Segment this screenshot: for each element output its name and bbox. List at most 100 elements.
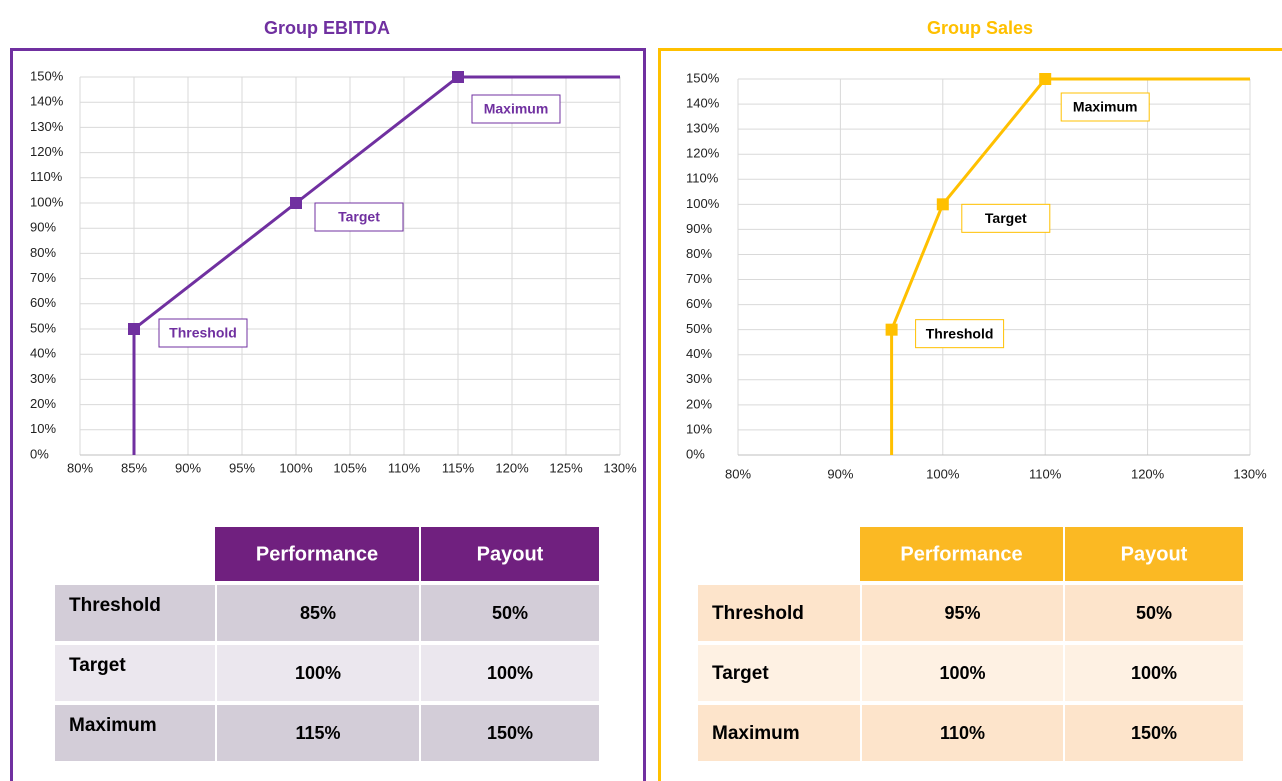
marker — [1039, 73, 1052, 85]
x-tick-label: 80% — [725, 466, 751, 481]
table-value: 85% — [300, 603, 336, 623]
x-tick-label: 120% — [1131, 466, 1165, 481]
y-tick-label: 30% — [686, 371, 712, 386]
table-header: Payout — [1121, 543, 1188, 565]
marker — [885, 323, 898, 336]
annotation: Maximum — [1073, 99, 1138, 115]
table-value: 95% — [944, 603, 980, 623]
table-value: 150% — [487, 723, 533, 743]
x-tick-label: 110% — [388, 460, 421, 475]
x-tick-label: 130% — [603, 460, 637, 475]
table-cell — [421, 585, 599, 641]
x-tick-label: 90% — [827, 466, 853, 481]
annotation-box — [158, 318, 248, 348]
table-cell — [698, 585, 860, 641]
table-cell — [862, 705, 1063, 761]
y-tick-label: 140% — [686, 96, 720, 111]
annotation-box — [314, 202, 404, 232]
row-label: Maximum — [69, 715, 157, 736]
table-value: 50% — [492, 603, 528, 623]
annotation: Maximum — [484, 101, 549, 117]
y-tick-label: 90% — [686, 221, 712, 236]
y-tick-label: 60% — [686, 296, 712, 311]
marker — [128, 323, 140, 335]
chart-title: Group EBITDA — [264, 18, 390, 38]
x-tick-label: 100% — [926, 466, 960, 481]
table-value: 150% — [1131, 723, 1177, 743]
table-cell — [55, 705, 215, 761]
row-label: Threshold — [69, 595, 161, 616]
x-tick-label: 100% — [279, 460, 313, 475]
y-tick-label: 10% — [686, 421, 712, 436]
table-value: 100% — [295, 663, 341, 683]
y-tick-label: 110% — [30, 169, 63, 184]
table-cell — [217, 705, 419, 761]
y-tick-label: 30% — [30, 371, 56, 386]
y-tick-label: 40% — [686, 346, 712, 361]
table-cell — [55, 585, 215, 641]
panel-border — [658, 48, 1282, 781]
row-label: Target — [712, 663, 769, 684]
table-cell — [1065, 645, 1243, 701]
annotation-box — [1060, 92, 1150, 122]
line — [890, 77, 1250, 455]
x-tick-label: 85% — [121, 460, 147, 475]
y-tick-label: 100% — [30, 194, 64, 209]
chart-title: Group Sales — [927, 18, 1033, 38]
x-tick-label: 105% — [333, 460, 367, 475]
table-cell — [1065, 705, 1243, 761]
y-tick-label: 70% — [686, 271, 712, 286]
row-label: Maximum — [712, 723, 800, 744]
table-value: 100% — [939, 663, 985, 683]
y-tick-label: 120% — [30, 144, 64, 159]
table-cell — [698, 645, 860, 701]
marker — [290, 197, 302, 209]
table-header-cell — [1065, 527, 1243, 581]
table-header: Payout — [477, 543, 544, 565]
table-header-cell — [421, 527, 599, 581]
table-value: 50% — [1136, 603, 1172, 623]
x-tick-label: 130% — [1233, 466, 1267, 481]
x-tick-label: 95% — [229, 460, 255, 475]
y-tick-label: 60% — [30, 295, 56, 310]
annotation: Target — [338, 209, 380, 225]
table-cell — [421, 705, 599, 761]
annotation: Threshold — [926, 325, 994, 341]
table-cell — [862, 585, 1063, 641]
y-tick-label: 20% — [686, 396, 712, 411]
y-tick-label: 70% — [30, 270, 56, 285]
y-tick-label: 110% — [686, 171, 719, 186]
y-tick-label: 0% — [30, 446, 49, 461]
table-value: 115% — [295, 723, 340, 743]
y-tick-label: 20% — [30, 396, 56, 411]
table-value: 100% — [1131, 663, 1177, 683]
table-cell — [1065, 585, 1243, 641]
row-label: Target — [69, 655, 126, 676]
panel-border — [10, 48, 646, 781]
y-tick-label: 100% — [686, 196, 720, 211]
row-label: Threshold — [712, 603, 804, 624]
x-tick-label: 90% — [175, 460, 201, 475]
annotation-box — [915, 319, 1005, 349]
table-value: 110% — [940, 723, 985, 743]
table-cell — [217, 585, 419, 641]
y-tick-label: 10% — [30, 421, 56, 436]
x-tick-label: 110% — [1029, 466, 1062, 481]
y-tick-label: 150% — [686, 70, 720, 85]
y-tick-label: 90% — [30, 220, 56, 235]
marker — [936, 198, 949, 211]
marker — [452, 71, 464, 83]
table-value: 100% — [487, 663, 533, 683]
y-tick-label: 50% — [30, 320, 56, 335]
table-cell — [862, 645, 1063, 701]
table-cell — [421, 645, 599, 701]
y-tick-label: 140% — [30, 94, 64, 109]
table-header-cell — [860, 527, 1063, 581]
x-tick-label: 125% — [549, 460, 583, 475]
annotation-box — [471, 94, 561, 124]
y-tick-label: 150% — [30, 68, 64, 83]
y-tick-label: 130% — [686, 121, 720, 136]
y-tick-label: 50% — [686, 321, 712, 336]
y-tick-label: 40% — [30, 346, 56, 361]
